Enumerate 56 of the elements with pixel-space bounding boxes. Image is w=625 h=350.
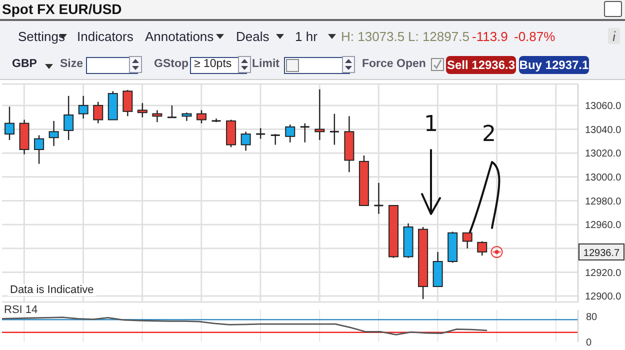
candlestick bbox=[137, 102, 148, 118]
text: Force Open bbox=[362, 58, 426, 70]
text: GBP bbox=[12, 58, 37, 70]
candlestick bbox=[48, 120, 59, 147]
candlestick bbox=[240, 131, 251, 152]
y-tick-label: 13020.0 bbox=[585, 148, 622, 160]
annotation: 1 bbox=[424, 112, 438, 137]
y-tick-label: 0 bbox=[586, 338, 592, 349]
y-tick-label: 13000.0 bbox=[585, 172, 622, 184]
candlestick bbox=[255, 127, 266, 140]
candlestick bbox=[477, 240, 488, 256]
text: H: 13073.5 bbox=[341, 29, 405, 44]
text: -0.87% bbox=[514, 29, 556, 44]
candlestick bbox=[152, 110, 162, 123]
candlestick bbox=[314, 88, 325, 141]
text: Limit bbox=[252, 58, 280, 70]
y-tick-label: 12900.0 bbox=[585, 292, 622, 303]
text: Indicators bbox=[77, 29, 134, 44]
text: ≥ 10pts bbox=[194, 58, 232, 70]
text: Annotations bbox=[145, 29, 214, 44]
text: GStop bbox=[154, 58, 188, 70]
text: Sell 12936.3 bbox=[446, 56, 516, 74]
candlestick bbox=[166, 104, 178, 118]
candlestick bbox=[300, 122, 310, 143]
text: 12936.7 bbox=[583, 248, 620, 259]
text: L: 12897.5 bbox=[408, 29, 470, 44]
text: Buy 12937.1 bbox=[519, 56, 589, 74]
text: Size bbox=[60, 58, 84, 70]
candlestick bbox=[78, 95, 88, 120]
candlestick bbox=[4, 106, 14, 141]
y-tick-label: 12960.0 bbox=[585, 220, 622, 232]
y-tick-label: 13040.0 bbox=[585, 124, 622, 136]
candlestick bbox=[270, 133, 281, 146]
candlestick bbox=[64, 95, 74, 141]
candlestick bbox=[196, 110, 206, 124]
text: 1 hr bbox=[295, 29, 318, 44]
candlestick bbox=[93, 101, 104, 124]
text: -113.9 bbox=[472, 29, 508, 44]
candlestick bbox=[285, 124, 296, 143]
line-series bbox=[1, 316, 488, 336]
candlestick bbox=[122, 89, 133, 117]
candlestick bbox=[329, 113, 340, 146]
y-tick-label: 80 bbox=[586, 312, 598, 323]
text: Deals bbox=[236, 29, 270, 44]
y-tick-label: 13060.0 bbox=[585, 100, 622, 112]
annotation: Data is Indicative bbox=[8, 284, 96, 296]
chart-title: RSI 14 bbox=[4, 304, 38, 316]
candlestick bbox=[34, 134, 44, 164]
chart-title: Spot FX EUR/USD bbox=[2, 1, 122, 17]
y-tick-label: 12920.0 bbox=[585, 268, 622, 279]
candlestick bbox=[373, 182, 384, 214]
text: Settings bbox=[18, 29, 65, 44]
y-tick-label: 12980.0 bbox=[585, 196, 622, 208]
candlestick bbox=[226, 119, 236, 148]
candlestick bbox=[462, 232, 472, 249]
annotation: 2 bbox=[482, 122, 496, 147]
